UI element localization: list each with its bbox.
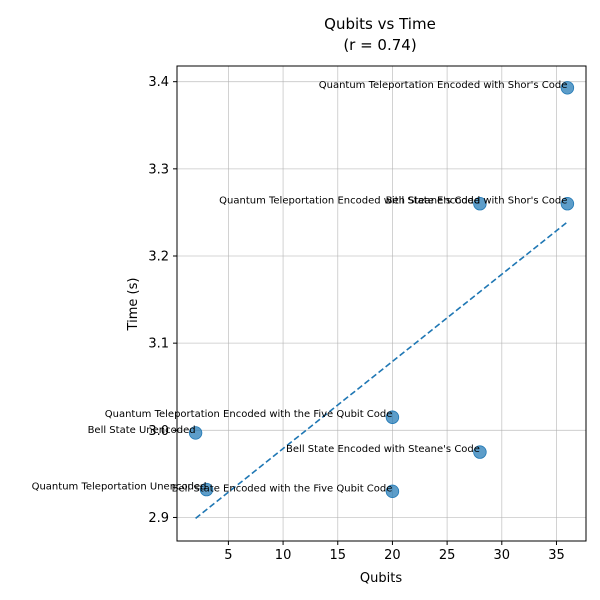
x-tick-label: 25 — [439, 548, 456, 563]
y-axis-ticks: 2.9 3.0 3.1 3.2 3.3 3.4 — [148, 75, 177, 526]
y-tick-label: 3.4 — [148, 75, 169, 90]
data-point — [385, 484, 400, 499]
y-axis-label: Time (s) — [126, 278, 141, 332]
x-tick-label: 5 — [224, 548, 232, 563]
trendline-layer — [195, 221, 568, 519]
y-tick-label: 3.1 — [148, 337, 169, 352]
point-label: Bell State Encoded with the Five Qubit C… — [172, 483, 393, 494]
plot-frame — [176, 65, 587, 542]
chart-title: Qubits vs Time — [324, 15, 436, 33]
data-point — [188, 426, 203, 440]
x-tick-label: 30 — [494, 548, 511, 563]
point-label: Quantum Teleportation Encoded with Shor'… — [319, 80, 568, 91]
x-axis-label: Qubits — [360, 571, 402, 586]
y-tick-label: 3.3 — [148, 162, 169, 177]
x-axis-ticks: 5 10 15 20 25 30 35 — [224, 541, 565, 563]
grid — [177, 66, 586, 541]
data-point — [473, 445, 487, 459]
y-tick-label: 2.9 — [148, 511, 169, 526]
data-point — [560, 197, 575, 211]
y-tick-label: 3.2 — [148, 250, 169, 265]
point-label: Quantum Teleportation Encoded with the F… — [105, 409, 393, 420]
point-label: Bell State Unencoded — [88, 425, 196, 436]
point-label: Bell State Encoded with Steane's Code — [286, 444, 480, 455]
point-label: Bell State Encoded with Shor's Code — [386, 196, 568, 207]
data-point — [385, 410, 400, 424]
x-tick-label: 20 — [384, 548, 401, 563]
points-layer — [188, 81, 575, 499]
y-tick-label: 3.0 — [148, 424, 169, 439]
point-label: Quantum Teleportation Encoded with Stean… — [219, 196, 480, 207]
trendline — [195, 221, 568, 519]
chart-subtitle: (r = 0.74) — [343, 36, 416, 54]
data-point — [560, 81, 575, 95]
x-tick-label: 35 — [548, 548, 565, 563]
x-tick-label: 10 — [275, 548, 292, 563]
point-labels-layer: Quantum Teleportation Encoded with Shor'… — [32, 80, 568, 495]
x-tick-label: 15 — [329, 548, 346, 563]
data-point — [473, 197, 487, 211]
point-label: Quantum Teleportation Unencoded — [32, 482, 207, 493]
data-point — [199, 482, 214, 497]
